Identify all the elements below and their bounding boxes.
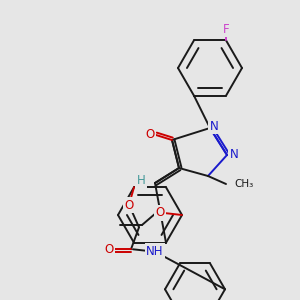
Text: N: N xyxy=(210,119,218,133)
Text: N: N xyxy=(230,148,238,161)
Text: O: O xyxy=(146,128,154,142)
Text: O: O xyxy=(155,206,165,220)
Text: H: H xyxy=(136,173,146,187)
Text: O: O xyxy=(124,199,134,212)
Text: CH₃: CH₃ xyxy=(234,179,253,189)
Text: NH: NH xyxy=(146,245,164,258)
Text: F: F xyxy=(223,23,229,36)
Text: O: O xyxy=(104,243,114,256)
